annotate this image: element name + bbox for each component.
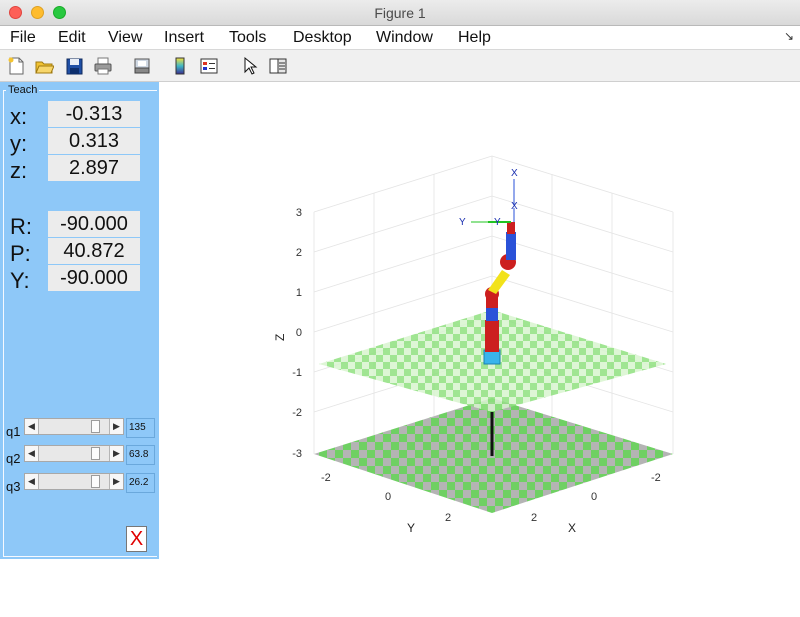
y-axis-label: Y [407, 521, 415, 535]
tool-frame: X X Y Y [459, 168, 518, 228]
z-tick-label: 3 [296, 207, 302, 219]
slider-left-arrow-icon[interactable]: ◀ [25, 474, 39, 489]
pose-y-value: 0.313 [48, 128, 140, 154]
colorbar-icon[interactable] [170, 56, 190, 76]
pose-x-value: -0.313 [48, 101, 140, 127]
save-icon[interactable] [64, 56, 84, 76]
minimize-window-button[interactable] [31, 6, 44, 19]
y-tick-label: -2 [321, 472, 331, 484]
property-editor-icon[interactable] [268, 56, 288, 76]
slider-left-arrow-icon[interactable]: ◀ [25, 446, 39, 461]
dock-arrow-icon[interactable]: ↘ [783, 29, 794, 43]
menu-view[interactable]: View [108, 29, 143, 46]
menu-insert[interactable]: Insert [164, 29, 205, 46]
joint-q3-label: q3 [6, 479, 21, 494]
link-1-joint [486, 307, 498, 321]
print-preview-icon[interactable] [132, 56, 152, 76]
joint-q1-label: q1 [6, 424, 21, 439]
frame-label: X [511, 168, 518, 179]
z-tick-label: -3 [292, 448, 302, 460]
quit-teach-button[interactable]: X [126, 526, 147, 552]
menu-file[interactable]: File [10, 29, 36, 46]
pointer-icon[interactable] [240, 56, 260, 76]
robot-base [483, 349, 501, 365]
z-axis-ticks: 3 2 1 0 -1 -2 -3 [292, 207, 302, 460]
print-icon[interactable] [93, 56, 113, 76]
legend-icon[interactable] [199, 56, 219, 76]
pose-x-label: x: [10, 104, 28, 129]
z-tick-label: 2 [296, 247, 302, 259]
menu-desktop[interactable]: Desktop [293, 29, 352, 46]
window-title: Figure 1 [374, 5, 426, 21]
link-2 [488, 270, 510, 294]
x-axis-ticks: -2 0 2 [531, 472, 661, 524]
joint-q2-slider[interactable]: ◀ ▶ [24, 445, 124, 462]
x-tick-label: 0 [591, 491, 597, 503]
slider-right-arrow-icon[interactable]: ▶ [109, 474, 123, 489]
link-3-cap [507, 222, 515, 234]
y-tick-label: 0 [385, 491, 391, 503]
joint-q2-label: q2 [6, 451, 21, 466]
x-tick-label: -2 [651, 472, 661, 484]
slider-thumb[interactable] [91, 420, 100, 433]
frame-label: Y [459, 217, 466, 228]
z-tick-label: -2 [292, 407, 302, 419]
z-tick-label: -1 [292, 367, 302, 379]
z-axis-label: Z [273, 334, 287, 341]
menu-help[interactable]: Help [458, 29, 491, 46]
teach-panel: Teach x: -0.313 y: 0.313 z: 2.897 R: -90… [0, 82, 159, 559]
pose-roll-label: R: [10, 214, 32, 239]
teach-frame [3, 90, 157, 557]
joint-q2-value[interactable]: 63.8 [126, 445, 155, 465]
menu-window[interactable]: Window [376, 29, 433, 46]
slider-right-arrow-icon[interactable]: ▶ [109, 419, 123, 434]
slider-right-arrow-icon[interactable]: ▶ [109, 446, 123, 461]
y-axis-ticks: -2 0 2 [321, 472, 451, 524]
robot-3d-axes[interactable]: X X Y Y 3 2 1 0 -1 -2 -3 Z -2 0 2 Y -2 0… [159, 82, 800, 559]
teach-panel-title: Teach [6, 84, 40, 96]
link-3 [506, 232, 516, 260]
menu-bar: File Edit View Insert Tools Desktop Wind… [0, 26, 800, 50]
pose-yaw-label: Y: [10, 268, 30, 293]
pose-roll-value: -90.000 [48, 211, 140, 237]
pose-yaw-value: -90.000 [48, 265, 140, 291]
robot-arm [483, 222, 516, 365]
zoom-window-button[interactable] [53, 6, 66, 19]
open-file-icon[interactable] [34, 56, 55, 76]
title-bar: Figure 1 [0, 0, 800, 26]
z-tick-label: 1 [296, 287, 302, 299]
slider-thumb[interactable] [91, 447, 100, 460]
new-figure-icon[interactable] [6, 56, 26, 76]
link-1-lower [485, 320, 499, 352]
y-tick-label: 2 [445, 512, 451, 524]
z-tick-label: 0 [296, 327, 302, 339]
pose-z-value: 2.897 [48, 155, 140, 181]
frame-label: Y [494, 217, 501, 228]
menu-edit[interactable]: Edit [58, 29, 86, 46]
pose-z-label: z: [10, 158, 28, 183]
menu-tools[interactable]: Tools [229, 29, 267, 46]
joint-q1-slider[interactable]: ◀ ▶ [24, 418, 124, 435]
pose-pitch-value: 40.872 [48, 238, 140, 264]
joint-q3-value[interactable]: 26.2 [126, 473, 155, 493]
pose-pitch-label: P: [10, 241, 31, 266]
slider-left-arrow-icon[interactable]: ◀ [25, 419, 39, 434]
joint-q1-value[interactable]: 135 [126, 418, 155, 438]
figure-toolbar [0, 50, 800, 82]
joint-q3-slider[interactable]: ◀ ▶ [24, 473, 124, 490]
x-tick-label: 2 [531, 512, 537, 524]
close-window-button[interactable] [9, 6, 22, 19]
slider-thumb[interactable] [91, 475, 100, 488]
x-axis-label: X [568, 521, 576, 535]
frame-label: X [511, 201, 518, 212]
pose-y-label: y: [10, 131, 28, 156]
